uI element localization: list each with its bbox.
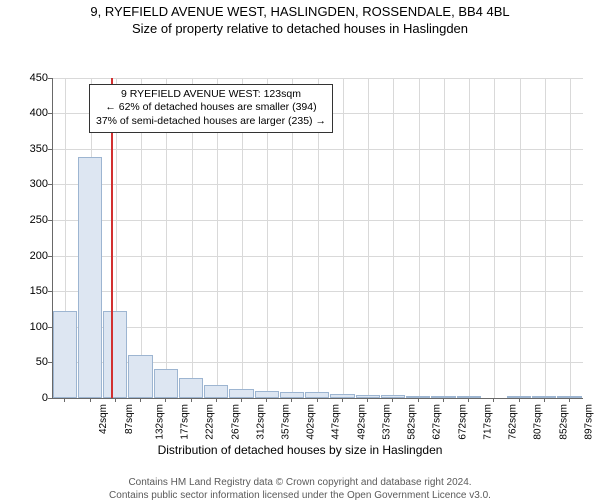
y-tick-label: 50: [24, 356, 48, 368]
histogram-bar: [103, 311, 127, 398]
x-tick-mark: [544, 398, 545, 402]
y-tick-label: 450: [24, 72, 48, 84]
y-tick-label: 200: [24, 250, 48, 262]
x-tick-mark: [367, 398, 368, 402]
x-tick-mark: [493, 398, 494, 402]
y-tick-mark: [48, 149, 52, 150]
y-tick-label: 150: [24, 285, 48, 297]
gridline-vertical: [570, 78, 571, 398]
x-tick-mark: [392, 398, 393, 402]
histogram-bar: [255, 391, 279, 398]
chart-title-subtitle: Size of property relative to detached ho…: [0, 21, 600, 38]
x-tick-label: 807sqm: [533, 404, 544, 440]
x-tick-label: 312sqm: [255, 404, 266, 440]
annotation-line3: 37% of semi-detached houses are larger (…: [96, 115, 326, 129]
annotation-line1: 9 RYEFIELD AVENUE WEST: 123sqm: [96, 88, 326, 102]
x-tick-mark: [140, 398, 141, 402]
footer-line1: Contains HM Land Registry data © Crown c…: [0, 477, 600, 490]
x-tick-mark: [418, 398, 419, 402]
y-tick-mark: [48, 291, 52, 292]
x-tick-mark: [115, 398, 116, 402]
x-tick-mark: [90, 398, 91, 402]
y-tick-mark: [48, 184, 52, 185]
x-tick-label: 627sqm: [432, 404, 443, 440]
x-tick-mark: [165, 398, 166, 402]
plot-area: 9 RYEFIELD AVENUE WEST: 123sqm ← 62% of …: [52, 78, 583, 399]
x-axis-label: Distribution of detached houses by size …: [0, 443, 600, 457]
histogram-bar: [78, 157, 102, 397]
gridline-vertical: [520, 78, 521, 398]
y-tick-label: 350: [24, 143, 48, 155]
x-tick-label: 402sqm: [306, 404, 317, 440]
histogram-bar: [179, 378, 203, 398]
y-tick-label: 100: [24, 321, 48, 333]
x-tick-mark: [266, 398, 267, 402]
histogram-bar: [128, 355, 152, 398]
y-tick-label: 300: [24, 178, 48, 190]
x-tick-mark: [191, 398, 192, 402]
gridline-vertical: [494, 78, 495, 398]
x-tick-mark: [443, 398, 444, 402]
y-tick-mark: [48, 256, 52, 257]
gridline-vertical: [469, 78, 470, 398]
gridline-vertical: [343, 78, 344, 398]
x-tick-label: 492sqm: [356, 404, 367, 440]
y-tick-label: 0: [24, 392, 48, 404]
x-tick-mark: [291, 398, 292, 402]
x-tick-label: 132sqm: [154, 404, 165, 440]
x-tick-label: 222sqm: [205, 404, 216, 440]
gridline-vertical: [368, 78, 369, 398]
y-tick-label: 400: [24, 107, 48, 119]
x-tick-label: 897sqm: [583, 404, 594, 440]
x-tick-mark: [569, 398, 570, 402]
x-tick-mark: [241, 398, 242, 402]
x-tick-label: 177sqm: [180, 404, 191, 440]
x-tick-label: 852sqm: [558, 404, 569, 440]
x-tick-label: 582sqm: [407, 404, 418, 440]
histogram-bar: [154, 369, 178, 397]
y-tick-mark: [48, 362, 52, 363]
gridline-vertical: [545, 78, 546, 398]
x-tick-label: 717sqm: [482, 404, 493, 440]
x-tick-label: 762sqm: [508, 404, 519, 440]
gridline-vertical: [393, 78, 394, 398]
x-tick-mark: [519, 398, 520, 402]
y-tick-mark: [48, 398, 52, 399]
histogram-bar: [204, 385, 228, 398]
x-tick-label: 672sqm: [457, 404, 468, 440]
y-tick-mark: [48, 327, 52, 328]
x-tick-mark: [216, 398, 217, 402]
x-tick-label: 87sqm: [124, 404, 135, 434]
annotation-line2: ← 62% of detached houses are smaller (39…: [96, 101, 326, 115]
y-tick-mark: [48, 113, 52, 114]
y-tick-mark: [48, 78, 52, 79]
x-tick-label: 537sqm: [382, 404, 393, 440]
gridline-vertical: [419, 78, 420, 398]
footer-attribution: Contains HM Land Registry data © Crown c…: [0, 477, 600, 502]
x-tick-label: 447sqm: [331, 404, 342, 440]
x-tick-label: 267sqm: [230, 404, 241, 440]
y-tick-mark: [48, 220, 52, 221]
x-tick-mark: [342, 398, 343, 402]
chart-container: Number of detached properties 9 RYEFIELD…: [0, 38, 600, 473]
annotation-box: 9 RYEFIELD AVENUE WEST: 123sqm ← 62% of …: [89, 84, 333, 133]
x-tick-mark: [468, 398, 469, 402]
histogram-bar: [229, 389, 253, 398]
chart-title-address: 9, RYEFIELD AVENUE WEST, HASLINGDEN, ROS…: [0, 4, 600, 21]
x-tick-mark: [317, 398, 318, 402]
x-tick-mark: [64, 398, 65, 402]
y-tick-label: 250: [24, 214, 48, 226]
histogram-bar: [53, 311, 77, 398]
x-tick-label: 42sqm: [98, 404, 109, 434]
footer-line2: Contains public sector information licen…: [0, 490, 600, 503]
gridline-vertical: [444, 78, 445, 398]
x-tick-label: 357sqm: [281, 404, 292, 440]
